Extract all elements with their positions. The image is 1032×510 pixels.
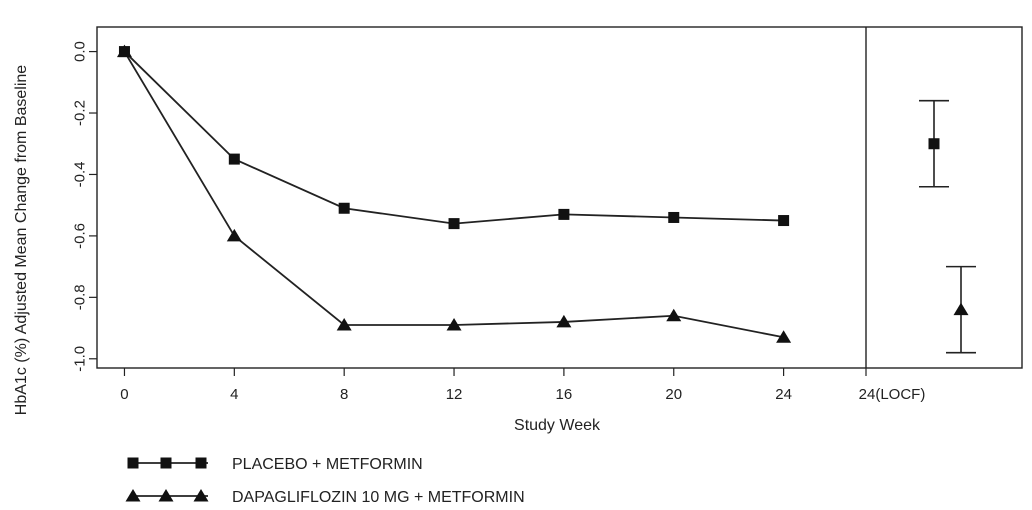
legend: PLACEBO + METFORMIN DAPAGLIFLOZIN 10 MG +… <box>125 456 525 506</box>
y-tick-label: 0.0 <box>71 41 88 62</box>
legend-item: PLACEBO + METFORMIN <box>127 456 423 473</box>
legend-marker <box>158 489 174 502</box>
data-point <box>446 317 462 331</box>
data-point <box>558 208 570 220</box>
locf-panel <box>919 99 976 354</box>
series-line <box>123 51 784 339</box>
x-tick-label: 0 <box>120 386 128 403</box>
legend-item: DAPAGLIFLOZIN 10 MG + METFORMIN <box>125 489 525 506</box>
y-tick-label: -1.0 <box>71 346 88 372</box>
legend-marker <box>127 457 139 469</box>
series-layer <box>116 44 792 343</box>
x-axis-title: Study Week <box>514 417 601 434</box>
legend-marker <box>125 489 141 502</box>
x-tick-label: 12 <box>446 386 463 403</box>
x-tick-label: 24 <box>775 386 792 403</box>
x-tick-label: 20 <box>665 386 682 403</box>
locf-errorbar <box>946 265 976 354</box>
data-point <box>448 218 460 230</box>
data-point <box>338 202 350 214</box>
x-tick-label: 8 <box>340 386 348 403</box>
y-tick-label: -0.2 <box>71 100 88 126</box>
locf-point <box>953 302 969 316</box>
data-point <box>116 44 132 58</box>
x-tick-label: 4 <box>230 386 238 403</box>
data-point <box>778 215 790 227</box>
legend-marker <box>195 457 207 469</box>
x-tick-label: 16 <box>556 386 573 403</box>
y-axis: 0.0 -0.2 -0.4 -0.6 -0.8 -1.0 <box>71 41 97 372</box>
series-placebo <box>118 46 790 230</box>
legend-marker <box>160 457 172 469</box>
locf-point <box>928 138 940 150</box>
y-tick-label: -0.4 <box>71 162 88 188</box>
series-line <box>123 50 784 225</box>
y-tick-label: -0.8 <box>71 284 88 310</box>
data-point <box>336 317 352 331</box>
plot-area <box>96 26 1023 369</box>
y-axis-title: HbA1c (%) Adjusted Mean Change from Base… <box>13 65 30 416</box>
data-point <box>228 153 240 165</box>
x-tick-label-locf: 24(LOCF) <box>859 386 926 403</box>
plot-border <box>96 26 1023 369</box>
series-dapagliflozin <box>116 44 792 343</box>
y-tick-label: -0.6 <box>71 223 88 249</box>
data-point <box>668 211 680 223</box>
data-point <box>666 308 682 322</box>
legend-marker <box>193 489 209 502</box>
legend-label: DAPAGLIFLOZIN 10 MG + METFORMIN <box>232 489 525 506</box>
data-point <box>226 228 242 242</box>
data-point <box>556 314 572 328</box>
data-point <box>776 330 792 343</box>
x-axis: 0 4 8 12 16 20 24 24(LOCF) <box>120 368 925 403</box>
locf-errorbar <box>919 99 949 188</box>
legend-label: PLACEBO + METFORMIN <box>232 456 423 473</box>
